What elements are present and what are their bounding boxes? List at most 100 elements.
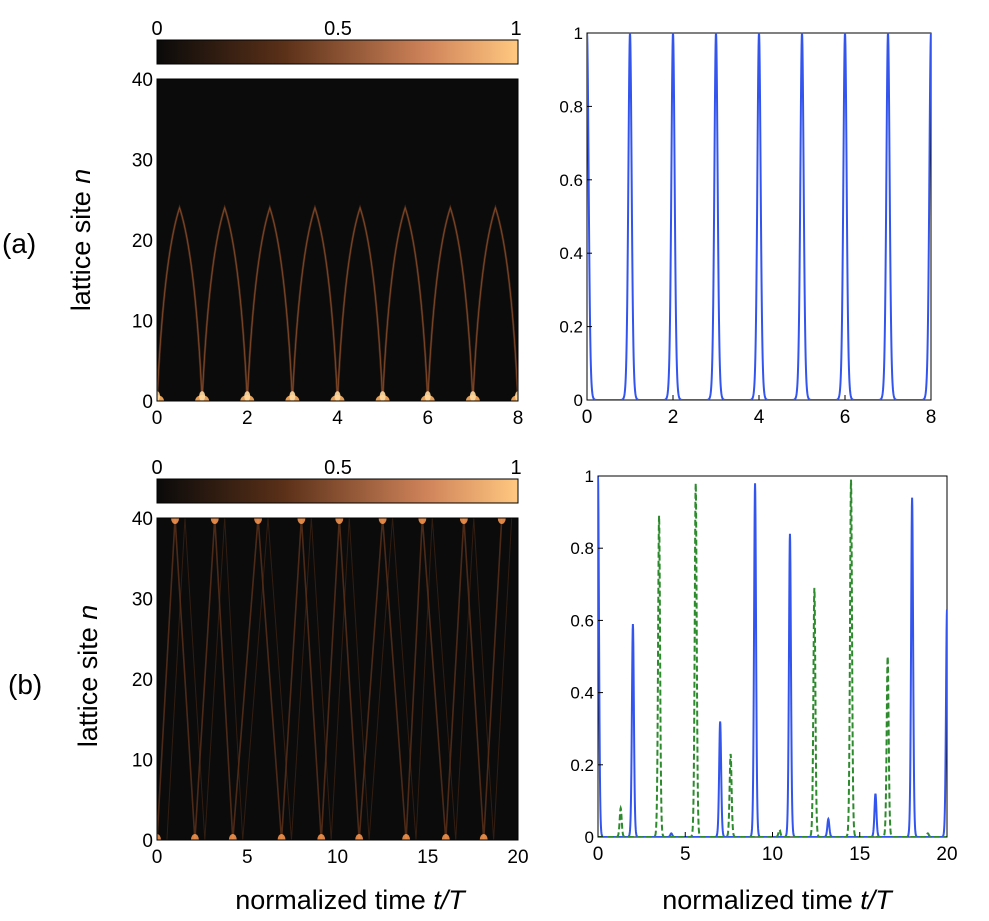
x-tick-label: 10 bbox=[762, 844, 783, 865]
y-tick-label: 0.6 bbox=[570, 611, 594, 630]
heatmap-peak-core bbox=[379, 391, 386, 401]
y-tick-label: 1 bbox=[585, 467, 594, 486]
heatmap-hit-top bbox=[418, 518, 427, 524]
heatmap-zigzag bbox=[157, 518, 503, 840]
heatmap-hit-top bbox=[497, 518, 506, 524]
heatmap-zigzag-faint bbox=[166, 518, 513, 840]
colorbar-a-tick-1: 0.5 bbox=[324, 18, 352, 40]
heatmap-arch-core bbox=[291, 206, 338, 401]
y-tick-label: 10 bbox=[132, 751, 153, 772]
colorbar-b bbox=[156, 478, 519, 504]
y-tick-label: 30 bbox=[132, 590, 153, 611]
y-tick-label: 20 bbox=[132, 231, 153, 252]
heatmap-peak-core bbox=[199, 391, 206, 401]
x-tick-label: 8 bbox=[513, 408, 524, 429]
heatmap-hit-top bbox=[254, 518, 263, 524]
x-tick-label: 6 bbox=[422, 408, 433, 429]
x-tick-label: 15 bbox=[417, 847, 438, 868]
heatmap-peak-core bbox=[244, 391, 251, 401]
y-tick-label: 0.2 bbox=[570, 756, 594, 775]
heatmap-hit-top bbox=[378, 518, 387, 524]
y-tick-label: 0 bbox=[142, 831, 153, 852]
heatmap-a: 0 2 4 6 8 0 10 20 30 40 bbox=[132, 70, 524, 429]
y-tick-label: 40 bbox=[132, 70, 153, 91]
heatmap-b: 0 5 10 15 20 0 10 20 30 40 bbox=[132, 509, 529, 868]
panel-label-a: (a) bbox=[2, 228, 36, 259]
colorbar-a-tick-0: 0 bbox=[151, 18, 162, 40]
y-tick-label: 0 bbox=[574, 391, 583, 410]
series-green-line bbox=[598, 479, 947, 837]
heatmap-arch-core bbox=[382, 206, 429, 401]
heatmap-peak-core bbox=[289, 391, 296, 401]
heatmap-arch-core bbox=[246, 206, 293, 401]
y-tick-label: 40 bbox=[132, 509, 153, 530]
y-tick-label: 0.6 bbox=[559, 171, 583, 190]
y-tick-label: 10 bbox=[132, 312, 153, 333]
heatmap-hit-top bbox=[459, 518, 468, 524]
heatmap-arch-core bbox=[472, 206, 518, 401]
heatmap-peak-core bbox=[515, 391, 518, 401]
x-tick-label: 20 bbox=[936, 844, 957, 865]
y-label-bottom: lattice site n bbox=[73, 605, 103, 748]
x-label-left: normalized time t/T bbox=[235, 885, 467, 915]
y-tick-label: 0.8 bbox=[559, 97, 583, 116]
heatmap-peak-core bbox=[469, 391, 476, 401]
x-tick-label: 15 bbox=[849, 844, 870, 865]
x-tick-label: 6 bbox=[840, 407, 851, 428]
heatmap-hit-top bbox=[171, 518, 180, 524]
y-tick-label: 0 bbox=[142, 392, 153, 413]
x-tick-label: 0 bbox=[582, 407, 593, 428]
heatmap-hit-bottom bbox=[157, 834, 161, 840]
colorbar-a bbox=[156, 39, 519, 65]
heatmap-arch-core bbox=[337, 206, 384, 401]
heatmap-arch-core bbox=[201, 206, 248, 401]
y-tick-label: 0.8 bbox=[570, 539, 594, 558]
y-tick-label: 0.2 bbox=[559, 318, 583, 337]
x-tick-label: 5 bbox=[242, 847, 253, 868]
x-tick-label: 2 bbox=[242, 408, 253, 429]
colorbar-b-tick-1: 0.5 bbox=[324, 457, 352, 479]
heatmap-hit-bottom bbox=[277, 834, 286, 840]
x-tick-label: 0 bbox=[593, 844, 604, 865]
x-tick-label: 4 bbox=[754, 407, 765, 428]
heatmap-hit-bottom bbox=[402, 834, 411, 840]
heatmap-hit-top bbox=[335, 518, 344, 524]
x-label-right: normalized time t/T bbox=[662, 885, 894, 915]
colorbar-a-tick-2: 1 bbox=[510, 18, 521, 40]
panel-label-b: (b) bbox=[8, 669, 42, 700]
y-label-top: lattice site n bbox=[66, 169, 96, 312]
heatmap-peak-core bbox=[424, 391, 431, 401]
heatmap-hit-top bbox=[210, 518, 219, 524]
x-tick-label: 4 bbox=[332, 408, 343, 429]
x-tick-label: 0 bbox=[152, 408, 163, 429]
heatmap-peak-core bbox=[334, 391, 341, 401]
heatmap-arch-core bbox=[427, 206, 474, 401]
y-tick-label: 1 bbox=[574, 24, 583, 43]
plot-frame bbox=[597, 475, 948, 838]
x-tick-label: 0 bbox=[152, 847, 163, 868]
heatmap-hit-bottom bbox=[228, 834, 237, 840]
line-plot-b: 0 5 10 15 20 0 0.2 0.4 0.6 0.8 1 bbox=[570, 467, 957, 865]
heatmap-frame bbox=[156, 517, 519, 841]
colorbar-b-tick-2: 1 bbox=[510, 457, 521, 479]
heatmap-background bbox=[157, 79, 518, 401]
y-tick-label: 30 bbox=[132, 151, 153, 172]
y-tick-label: 0.4 bbox=[570, 684, 594, 703]
heatmap-hit-top bbox=[297, 518, 306, 524]
heatmap-hit-bottom bbox=[317, 834, 326, 840]
x-tick-label: 5 bbox=[680, 844, 691, 865]
heatmap-arch-core bbox=[157, 206, 203, 401]
heatmap-hit-bottom bbox=[190, 834, 199, 840]
heatmap-hit-bottom bbox=[479, 834, 488, 840]
y-tick-label: 20 bbox=[132, 670, 153, 691]
x-tick-label: 2 bbox=[668, 407, 679, 428]
x-tick-label: 10 bbox=[327, 847, 348, 868]
y-tick-label: 0 bbox=[585, 828, 594, 847]
y-tick-label: 0.4 bbox=[559, 244, 583, 263]
x-tick-label: 20 bbox=[507, 847, 528, 868]
line-plot-a: 0 2 4 6 8 0 0.2 0.4 0.6 0.8 1 bbox=[559, 24, 936, 428]
series-blue-line bbox=[587, 32, 931, 400]
heatmap-frame bbox=[156, 78, 519, 402]
colorbar-b-tick-0: 0 bbox=[151, 457, 162, 479]
